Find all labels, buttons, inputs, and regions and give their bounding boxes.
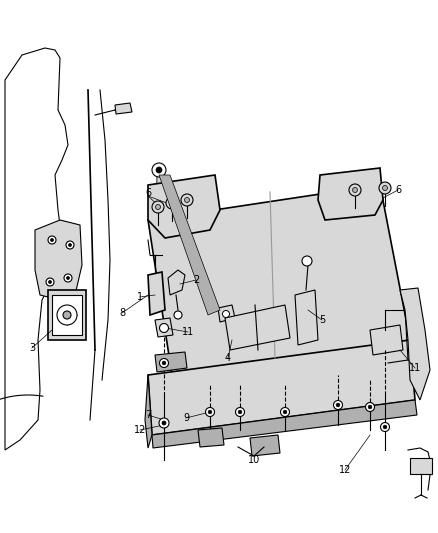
Circle shape [46,278,54,286]
Circle shape [349,184,361,196]
Circle shape [208,410,212,414]
Polygon shape [250,435,280,456]
Polygon shape [155,175,165,255]
Circle shape [181,194,193,206]
Polygon shape [155,352,187,372]
Text: 10: 10 [248,455,260,465]
Polygon shape [148,340,415,435]
Polygon shape [152,400,417,448]
Circle shape [379,182,391,194]
Polygon shape [400,288,430,400]
Polygon shape [115,103,132,114]
Text: 6: 6 [395,185,401,195]
Circle shape [50,238,53,241]
Circle shape [236,408,244,416]
Circle shape [152,163,166,177]
Circle shape [66,241,74,249]
Text: 5: 5 [319,315,325,325]
Circle shape [353,188,357,192]
Text: 6: 6 [145,188,151,198]
Circle shape [155,205,160,209]
Polygon shape [148,272,165,315]
Polygon shape [370,325,403,355]
Circle shape [159,324,169,333]
Circle shape [156,167,162,173]
Circle shape [383,425,387,429]
Polygon shape [155,318,173,337]
Bar [48,290,86,340]
Circle shape [159,359,169,367]
Circle shape [382,185,388,190]
Text: 2: 2 [193,275,199,285]
Polygon shape [198,428,224,447]
Polygon shape [148,175,220,238]
Text: 1: 1 [137,292,143,302]
Polygon shape [295,290,318,345]
Polygon shape [168,270,185,295]
Circle shape [333,400,343,409]
Circle shape [152,201,164,213]
Text: 12: 12 [339,465,351,475]
Text: 7: 7 [145,410,151,420]
Text: 12: 12 [134,425,146,435]
Circle shape [63,311,71,319]
Polygon shape [35,220,82,300]
Circle shape [368,405,372,409]
Text: 11: 11 [409,363,421,373]
Text: 8: 8 [119,308,125,318]
Circle shape [280,408,290,416]
Circle shape [238,410,242,414]
Circle shape [336,403,340,407]
Circle shape [48,236,56,244]
Circle shape [365,402,374,411]
Polygon shape [145,375,152,448]
Bar [52,295,82,335]
Circle shape [49,280,52,284]
Polygon shape [318,168,383,220]
Circle shape [205,408,215,416]
Circle shape [184,198,190,203]
Circle shape [283,410,287,414]
Circle shape [68,244,71,246]
Text: 9: 9 [183,413,189,423]
Polygon shape [148,185,410,375]
Text: 4: 4 [225,353,231,363]
Circle shape [166,197,178,209]
Circle shape [174,311,182,319]
Polygon shape [218,305,235,322]
Polygon shape [225,305,290,350]
Text: 3: 3 [29,343,35,353]
Text: 11: 11 [182,327,194,337]
Circle shape [67,277,70,279]
Polygon shape [159,175,220,315]
Circle shape [170,200,174,206]
Circle shape [162,421,166,425]
Circle shape [159,418,169,428]
Circle shape [162,361,166,365]
Circle shape [302,256,312,266]
Circle shape [223,311,230,318]
Bar [410,458,432,474]
Circle shape [381,423,389,432]
Circle shape [57,305,77,325]
Circle shape [64,274,72,282]
